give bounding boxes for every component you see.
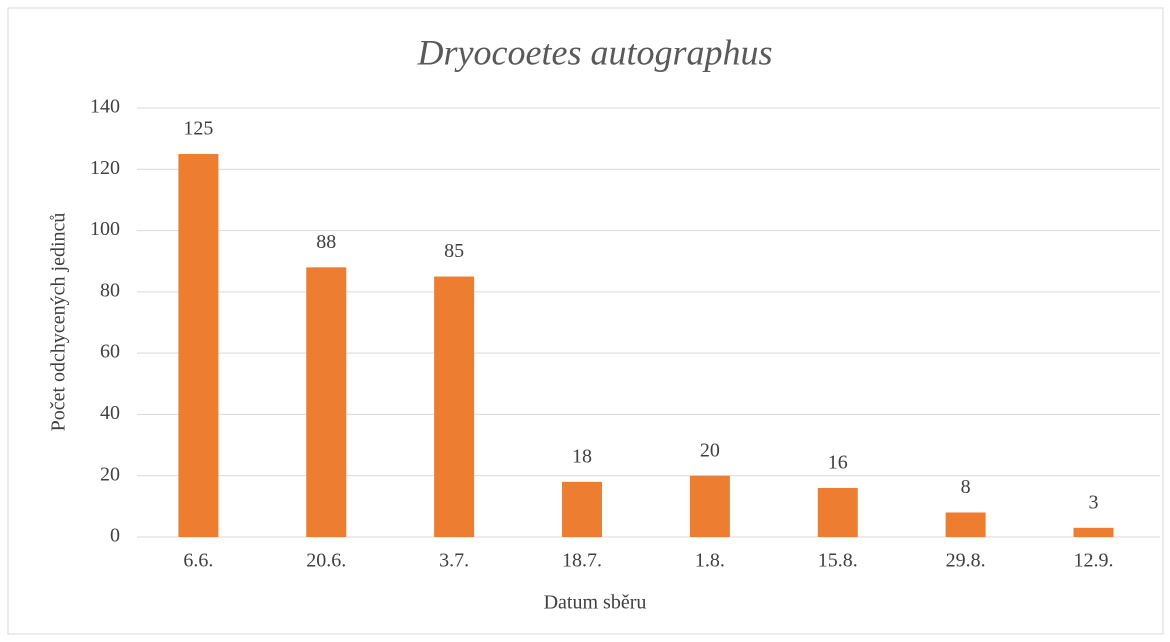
- x-axis-title: Datum sběru: [544, 592, 647, 614]
- bar: [817, 487, 858, 537]
- data-label: 20: [700, 439, 720, 461]
- y-tick-label: 140: [90, 96, 120, 118]
- x-tick-label: 18.7.: [562, 550, 602, 572]
- x-tick-label: 1.8.: [695, 550, 725, 572]
- bar: [178, 153, 219, 537]
- y-tick-label: 60: [100, 341, 120, 363]
- bar: [945, 512, 986, 537]
- y-tick-label: 0: [110, 525, 120, 547]
- y-tick-label: 20: [100, 463, 120, 485]
- data-label: 16: [828, 452, 848, 474]
- data-label: 125: [183, 118, 213, 140]
- data-label: 88: [316, 231, 336, 253]
- bar: [689, 475, 730, 537]
- x-tick-label: 15.8.: [818, 550, 858, 572]
- y-tick-label: 40: [100, 402, 120, 424]
- x-tick-label: 29.8.: [946, 550, 986, 572]
- x-tick-label: 6.6.: [183, 550, 213, 572]
- y-axis-title: Počet odchycených jedinců: [48, 213, 70, 432]
- y-tick-label: 100: [90, 218, 120, 240]
- x-tick-label: 3.7.: [439, 550, 469, 572]
- data-label: 8: [961, 476, 971, 498]
- bar: [1073, 527, 1114, 537]
- data-label: 18: [572, 445, 592, 467]
- data-label: 3: [1089, 491, 1099, 513]
- bar: [434, 276, 475, 537]
- y-tick-label: 80: [100, 279, 120, 301]
- x-tick-label: 20.6.: [306, 550, 346, 572]
- x-tick-label: 12.9.: [1074, 550, 1114, 572]
- bar: [306, 267, 347, 537]
- data-label: 85: [444, 240, 464, 262]
- bar: [562, 481, 603, 537]
- y-tick-label: 120: [90, 157, 120, 179]
- chart-title: Dryocoetes autographus: [417, 32, 773, 72]
